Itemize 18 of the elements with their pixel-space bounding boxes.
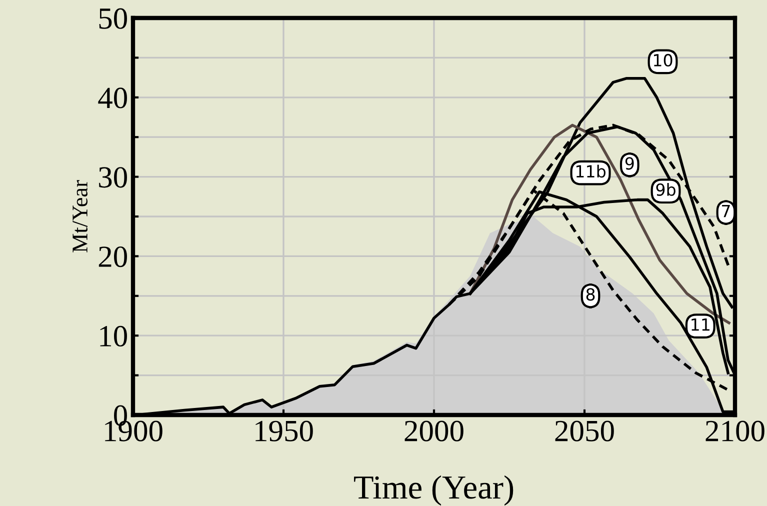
y-axis-title: Mt/Year	[72, 180, 88, 252]
annotation: 8	[586, 288, 595, 301]
y-tick-label: 40	[98, 88, 127, 108]
annotation: 7	[722, 204, 730, 218]
y-tick-label: 30	[99, 167, 127, 188]
annotation: 9b	[656, 183, 676, 196]
x-tick-label: 2000	[404, 420, 464, 442]
annotation: 10	[654, 54, 672, 67]
y-tick-label: 20	[98, 246, 127, 268]
annotation: 9	[625, 157, 634, 170]
x-tick-label: 1950	[256, 420, 313, 442]
x-tick-label: 2100	[706, 420, 764, 442]
y-tick-label: 50	[99, 8, 127, 29]
x-tick-label: 2050	[555, 420, 614, 442]
annotation: 11b	[576, 164, 606, 178]
y-tick-label: 10	[100, 326, 127, 346]
x-axis-title: Time (Year)	[354, 475, 514, 506]
annotation: 11	[692, 318, 710, 331]
